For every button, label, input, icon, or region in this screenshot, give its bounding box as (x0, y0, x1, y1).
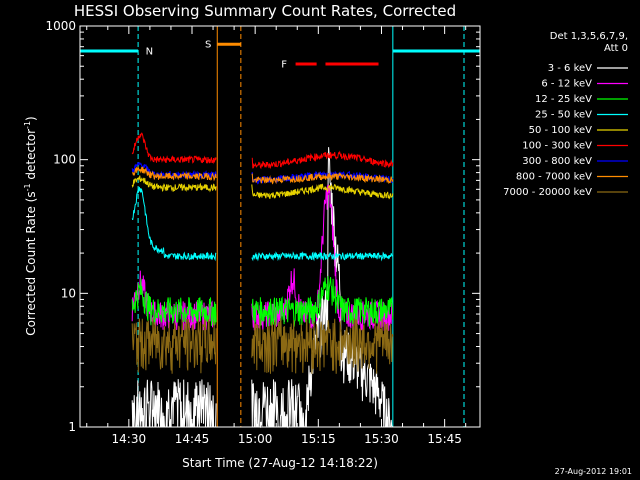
legend-entry-label: 800 - 7000 keV (516, 172, 592, 183)
legend-entry-label: 6 - 12 keV (541, 79, 592, 90)
series-line (131, 132, 394, 170)
series-line (132, 165, 394, 185)
plot-frame (79, 25, 481, 428)
y-tick-label: 1 (68, 420, 76, 434)
legend-entry-label: 12 - 25 keV (535, 94, 592, 105)
y-tick-label: 1000 (45, 19, 76, 33)
series-line (131, 318, 394, 374)
legend-entry-label: 25 - 50 keV (535, 110, 592, 121)
legend-entry-label: 100 - 300 keV (522, 141, 592, 152)
timestamp-label: 27-Aug-2012 19:01 (555, 467, 632, 476)
night-marker-label: N (146, 47, 153, 58)
legend-entry-label: 50 - 100 keV (529, 125, 593, 136)
x-axis-label: Start Time (27-Aug-12 14:18:22) (182, 456, 378, 470)
x-tick-label: 15:45 (427, 432, 462, 446)
series-line (131, 186, 394, 262)
x-tick-label: 14:45 (175, 432, 210, 446)
axis-ticks: 1 10 100 1000 14:30 14:45 15:00 15:15 15:30 15:45 (45, 19, 480, 446)
saa-marker-label: S (205, 40, 211, 51)
legend-entry-label: 300 - 800 keV (522, 156, 592, 167)
y-tick-label: 100 (53, 153, 76, 167)
legend-header: Det 1,3,5,6,7,9, (550, 31, 628, 42)
y-axis-label: Corrected Count Rate (s-1 detector-1) (23, 116, 38, 335)
x-tick-label: 15:15 (301, 432, 336, 446)
x-tick-label: 15:00 (238, 432, 273, 446)
legend-header: Att 0 (604, 43, 628, 54)
flare-marker-label: F (281, 59, 287, 70)
series-line (131, 175, 394, 200)
chart-title: HESSI Observing Summary Count Rates, Cor… (74, 2, 456, 20)
x-tick-label: 15:30 (364, 432, 399, 446)
x-tick-label: 14:30 (112, 432, 147, 446)
legend-entry-label: 3 - 6 keV (548, 63, 592, 74)
legend-entry-label: 7000 - 20000 keV (503, 187, 592, 198)
legend: Det 1,3,5,6,7,9,Att 0 3 - 6 keV 6 - 12 keV… (503, 31, 628, 198)
y-tick-label: 10 (61, 286, 76, 300)
